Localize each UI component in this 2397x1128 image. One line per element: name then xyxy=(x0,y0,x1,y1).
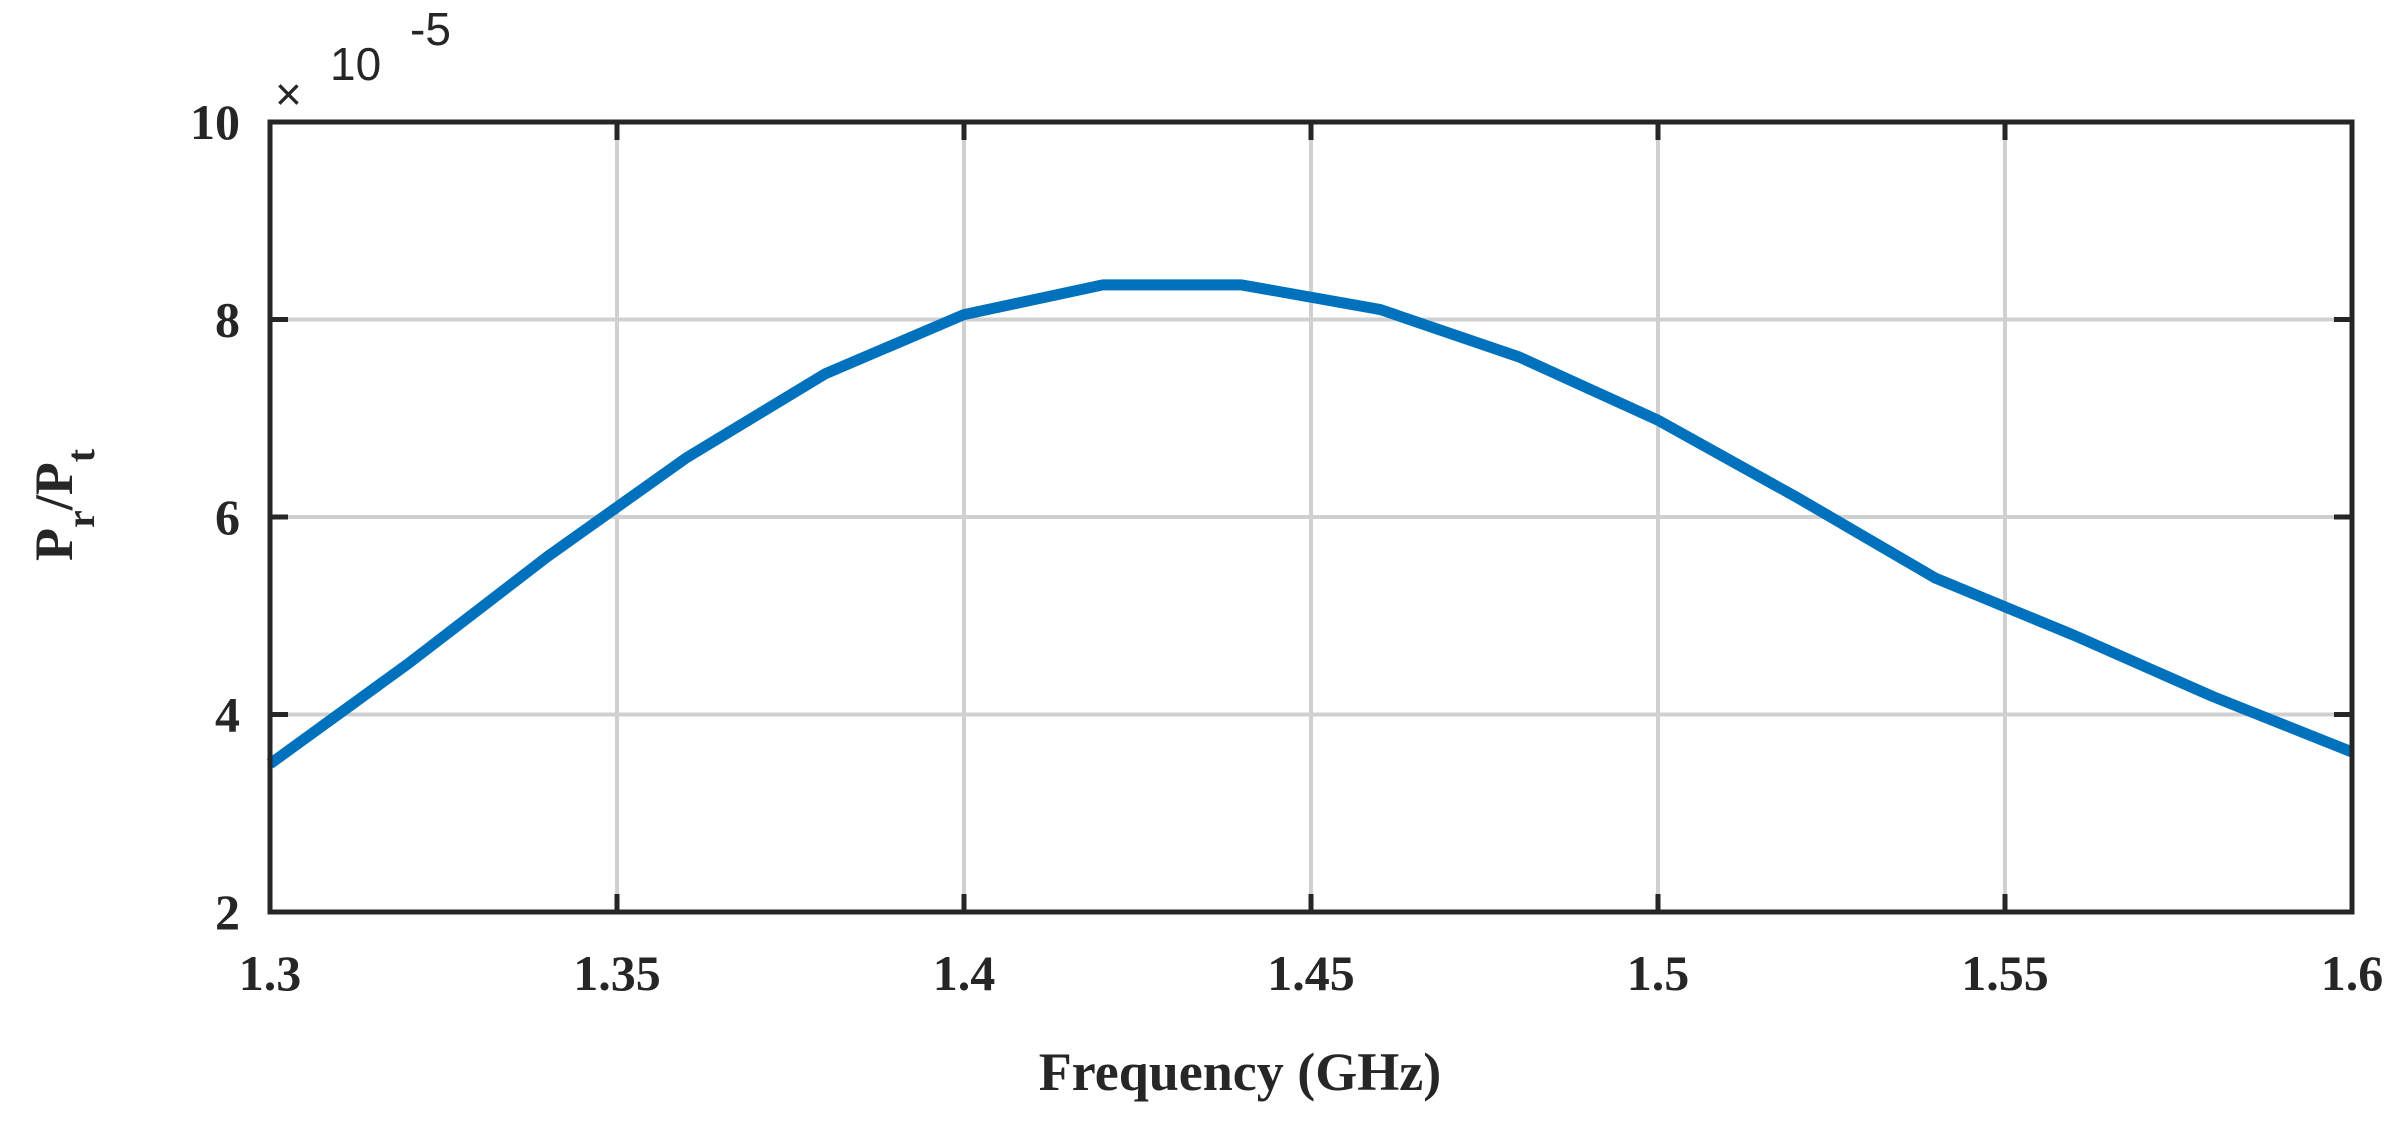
y-tick-label: 10 xyxy=(190,94,240,150)
y-axis-title-main: P xyxy=(24,528,84,561)
x-tick-label: 1.5 xyxy=(1627,945,1690,1001)
series-group xyxy=(266,279,2355,769)
x-tick-label: 1.45 xyxy=(1267,945,1355,1001)
y-exponent-label: × 10 -5 xyxy=(275,3,451,120)
y-tick-label: 8 xyxy=(215,292,240,348)
x-tick-labels: 1.3 1.35 1.4 1.45 1.5 1.55 1.6 xyxy=(239,945,2384,1001)
svg-text:Pr/Pt: Pr/Pt xyxy=(24,448,103,561)
y-axis-title-sub-r: r xyxy=(58,510,103,528)
y-tick-label: 4 xyxy=(215,687,240,743)
y-axis-title-sub-t: t xyxy=(58,448,103,462)
y-tick-label: 2 xyxy=(215,884,240,940)
y-tick-label: 6 xyxy=(215,489,240,545)
x-tick-label: 1.6 xyxy=(2321,945,2384,1001)
y-axis-title: Pr/Pt xyxy=(24,448,103,561)
y-axis-title-slash: /P xyxy=(24,462,84,511)
x-tick-label: 1.3 xyxy=(239,945,302,1001)
grid-lines xyxy=(270,122,2352,912)
tick-marks xyxy=(267,119,2355,915)
y-tick-labels: 2 4 6 8 10 xyxy=(190,94,240,940)
exponent-base: 10 xyxy=(330,38,381,90)
x-tick-label: 1.35 xyxy=(573,945,661,1001)
x-tick-label: 1.4 xyxy=(933,945,996,1001)
x-axis-title: Frequency (GHz) xyxy=(1039,1042,1441,1102)
x-tick-label: 1.55 xyxy=(1961,945,2049,1001)
series-line xyxy=(266,279,2355,769)
exponent-power: -5 xyxy=(410,3,451,55)
exponent-times-sign: × xyxy=(275,68,302,120)
